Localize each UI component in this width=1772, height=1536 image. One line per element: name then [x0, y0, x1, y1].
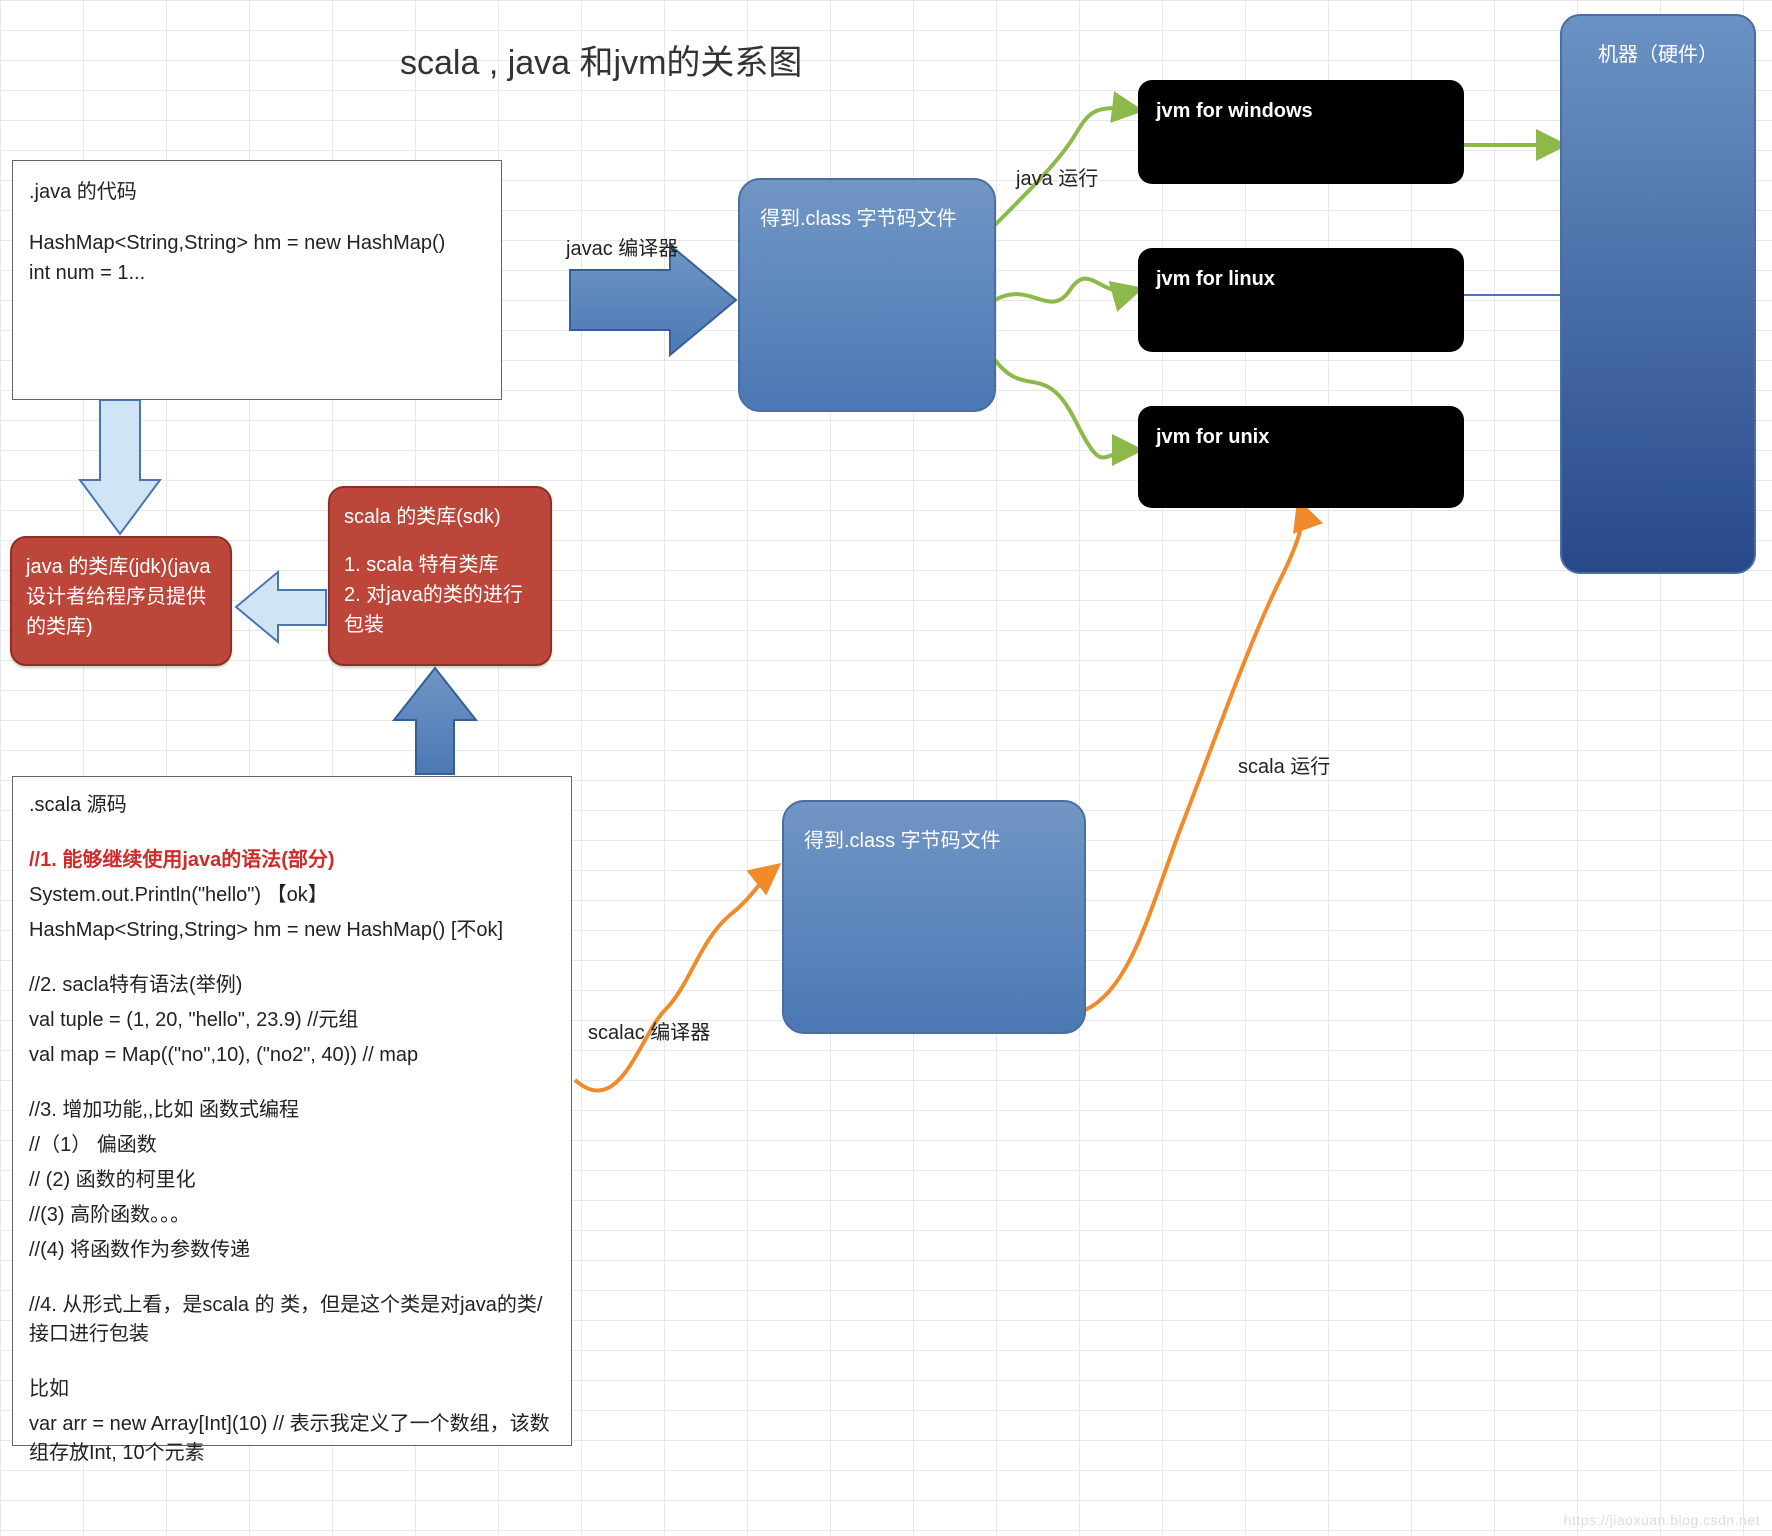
java-class-box: 得到.class 字节码文件	[738, 178, 996, 412]
scala-src-s1b: HashMap<String,String> hm = new HashMap(…	[29, 916, 555, 945]
scala-src-sec4: //4. 从形式上看，是scala 的 类，但是这个类是对java的类/接口进行…	[29, 1291, 555, 1349]
java-source-line1: HashMap<String,String> hm = new HashMap(…	[29, 228, 485, 258]
scala-src-sec3: //3. 增加功能,,比如 函数式编程	[29, 1096, 555, 1125]
scala-sdk-header: scala 的类库(sdk)	[344, 502, 536, 532]
java-source-line2: int num = 1...	[29, 258, 485, 288]
scala-src-s4b: var arr = new Array[Int](10) // 表示我定义了一个…	[29, 1410, 555, 1468]
jdk-box: java 的类库(jdk)(java设计者给程序员提供的类库)	[10, 536, 232, 666]
scala-sdk-box: scala 的类库(sdk) 1. scala 特有类库 2. 对java的类的…	[328, 486, 552, 666]
scala-class-box: 得到.class 字节码文件	[782, 800, 1086, 1034]
scala-src-header: .scala 源码	[29, 791, 555, 820]
scala-sdk-l1: 1. scala 特有类库	[344, 550, 536, 580]
scala-src-sec1: //1. 能够继续使用java的语法(部分)	[29, 846, 555, 875]
javac-label: javac 编译器	[566, 232, 678, 261]
diagram-title: scala , java 和jvm的关系图	[400, 35, 802, 84]
java-class-label: 得到.class 字节码文件	[760, 208, 957, 230]
scala-src-s4a: 比如	[29, 1375, 555, 1404]
scala-run-label: scala 运行	[1238, 750, 1330, 779]
jvm-windows-box: jvm for windows	[1138, 80, 1464, 184]
scala-src-s2a: val tuple = (1, 20, "hello", 23.9) //元组	[29, 1006, 555, 1035]
scala-src-s3c: //(3) 高阶函数。。。	[29, 1201, 555, 1230]
scalac-label: scalac 编译器	[588, 1016, 710, 1045]
scala-src-s2b: val map = Map(("no",10), ("no2", 40)) //…	[29, 1041, 555, 1070]
scala-src-sec2: //2. sacla特有语法(举例)	[29, 971, 555, 1000]
jvm-windows-label: jvm for windows	[1156, 100, 1313, 122]
scala-src-s3a: //（1） 偏函数	[29, 1131, 555, 1160]
machine-box: 机器（硬件）	[1560, 14, 1756, 574]
scala-source-box: .scala 源码 //1. 能够继续使用java的语法(部分) System.…	[12, 776, 572, 1446]
watermark: https://jiaoxuan.blog.csdn.net	[1564, 1512, 1760, 1528]
scala-sdk-l2: 2. 对java的类的进行包装	[344, 580, 536, 640]
java-run-label: java 运行	[1016, 162, 1098, 191]
java-source-header: .java 的代码	[29, 175, 485, 204]
jvm-linux-label: jvm for linux	[1156, 268, 1275, 290]
scala-src-s3d: //(4) 将函数作为参数传递	[29, 1236, 555, 1265]
jvm-unix-label: jvm for unix	[1156, 426, 1269, 448]
scala-class-label: 得到.class 字节码文件	[804, 830, 1001, 852]
machine-label: 机器（硬件）	[1598, 44, 1718, 66]
java-source-box: .java 的代码 HashMap<String,String> hm = ne…	[12, 160, 502, 400]
scala-src-s3b: // (2) 函数的柯里化	[29, 1166, 555, 1195]
jvm-unix-box: jvm for unix	[1138, 406, 1464, 508]
scala-src-s1a: System.out.Println("hello") 【ok】	[29, 881, 555, 910]
jvm-linux-box: jvm for linux	[1138, 248, 1464, 352]
